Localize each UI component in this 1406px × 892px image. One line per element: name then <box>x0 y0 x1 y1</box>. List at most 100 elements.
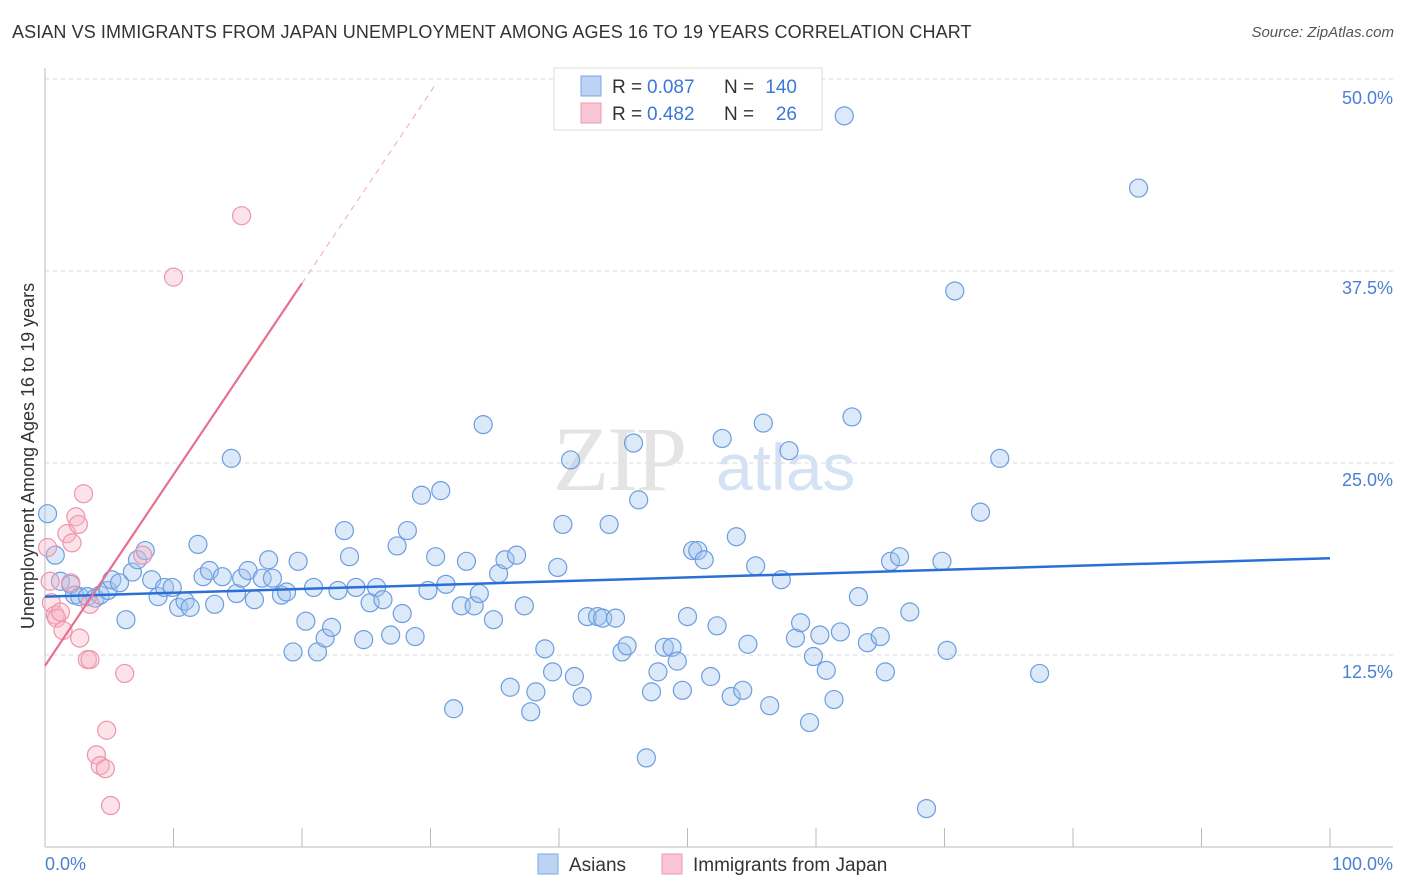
asian-point <box>889 547 910 567</box>
asian-point <box>701 666 721 687</box>
legend-swatch-japan <box>661 853 683 875</box>
legend-n-value: 26 <box>776 104 797 125</box>
asian-point <box>548 557 568 578</box>
asian-point <box>397 520 417 541</box>
source-label: Source: ZipAtlas.com <box>1251 24 1394 41</box>
japan-point <box>68 514 89 535</box>
asian-point <box>373 590 393 610</box>
asian-point <box>431 481 451 501</box>
asian-point <box>945 281 965 301</box>
points <box>37 86 1149 819</box>
series-legend: Asians Immigrants from Japan <box>537 853 887 876</box>
japan-point <box>133 545 153 565</box>
asian-point <box>726 527 746 547</box>
asian-point <box>212 567 232 587</box>
japan-point <box>232 206 252 226</box>
japan-point <box>61 573 81 593</box>
japan-point <box>97 720 117 740</box>
x-tick-label: 100.0% <box>1332 854 1393 874</box>
y-tick-label: 50.0% <box>1342 88 1393 108</box>
asian-point <box>180 597 200 617</box>
asian-point <box>426 547 446 567</box>
asian-point <box>790 613 811 633</box>
asian-point <box>824 689 844 710</box>
asian-point <box>514 596 534 616</box>
asian-point <box>599 514 619 535</box>
asian-point <box>296 611 316 631</box>
asian-point <box>473 415 493 435</box>
japan-point <box>40 571 60 591</box>
asian-point <box>834 106 854 126</box>
watermark: ZIP <box>553 408 685 510</box>
asian-point <box>315 628 335 648</box>
asian-point <box>870 626 890 647</box>
asian-point <box>937 640 957 660</box>
japan-point <box>70 628 90 648</box>
asian-point <box>779 441 799 461</box>
asian-point <box>535 639 555 659</box>
asian-point <box>803 646 824 667</box>
asian-point <box>916 798 937 819</box>
asian-point <box>564 666 585 687</box>
asian-point <box>444 699 464 719</box>
asian-point <box>636 748 656 768</box>
asian-point <box>122 562 142 582</box>
japan-point <box>50 602 71 622</box>
asian-point <box>654 637 674 657</box>
asian-point <box>495 550 515 570</box>
asian-point <box>875 662 895 682</box>
asian-point <box>641 682 662 702</box>
japan-point <box>95 759 115 779</box>
legend-r-value: 0.087 <box>647 77 695 98</box>
asian-point <box>526 682 546 702</box>
asian-point <box>572 686 592 707</box>
asian-point <box>694 550 714 570</box>
asian-point <box>605 608 626 628</box>
asian-point <box>45 545 65 565</box>
asian-point <box>560 450 581 470</box>
asian-point <box>1128 178 1149 198</box>
asian-point <box>842 407 862 427</box>
asian-point <box>648 662 668 682</box>
japan-point <box>73 484 94 504</box>
asian-point <box>900 602 920 622</box>
asian-point <box>677 606 698 627</box>
asian-point <box>799 712 820 733</box>
asian-point <box>321 617 342 637</box>
asian-point <box>623 433 644 453</box>
asian-point <box>258 550 279 570</box>
asian-point <box>521 702 541 722</box>
gridlines <box>45 78 1393 656</box>
asian-point <box>712 428 732 449</box>
asian-point <box>469 583 489 604</box>
asian-point <box>990 448 1010 468</box>
asian-point <box>188 534 208 555</box>
asian-point <box>932 551 952 571</box>
asian-point <box>753 413 773 433</box>
asian-point <box>816 660 836 680</box>
asian-point <box>830 622 851 642</box>
legend-n-label: N = <box>724 104 754 125</box>
asian-point <box>328 580 348 601</box>
asian-point <box>456 551 477 571</box>
asian-point <box>1029 663 1050 684</box>
asian-point <box>37 504 58 524</box>
asian-point <box>707 616 727 636</box>
legend-swatch-japan <box>580 102 602 124</box>
asian-point <box>252 568 272 588</box>
legend-n-label: N = <box>724 77 754 98</box>
asian-point <box>810 625 830 645</box>
asian-point <box>577 606 597 627</box>
legend-r-value: 0.482 <box>647 104 695 125</box>
asian-point <box>288 551 308 571</box>
trend-lines <box>44 82 1331 667</box>
y-tick-label: 12.5% <box>1342 662 1393 682</box>
japan-point <box>37 537 58 558</box>
japan-point <box>100 795 121 816</box>
japan-point <box>80 650 100 670</box>
asian-point <box>411 485 432 505</box>
watermark-atlas: atlas <box>716 430 855 504</box>
legend-swatch-asians <box>580 75 602 97</box>
japan-trend-line <box>44 282 303 667</box>
asian-point <box>339 547 360 567</box>
